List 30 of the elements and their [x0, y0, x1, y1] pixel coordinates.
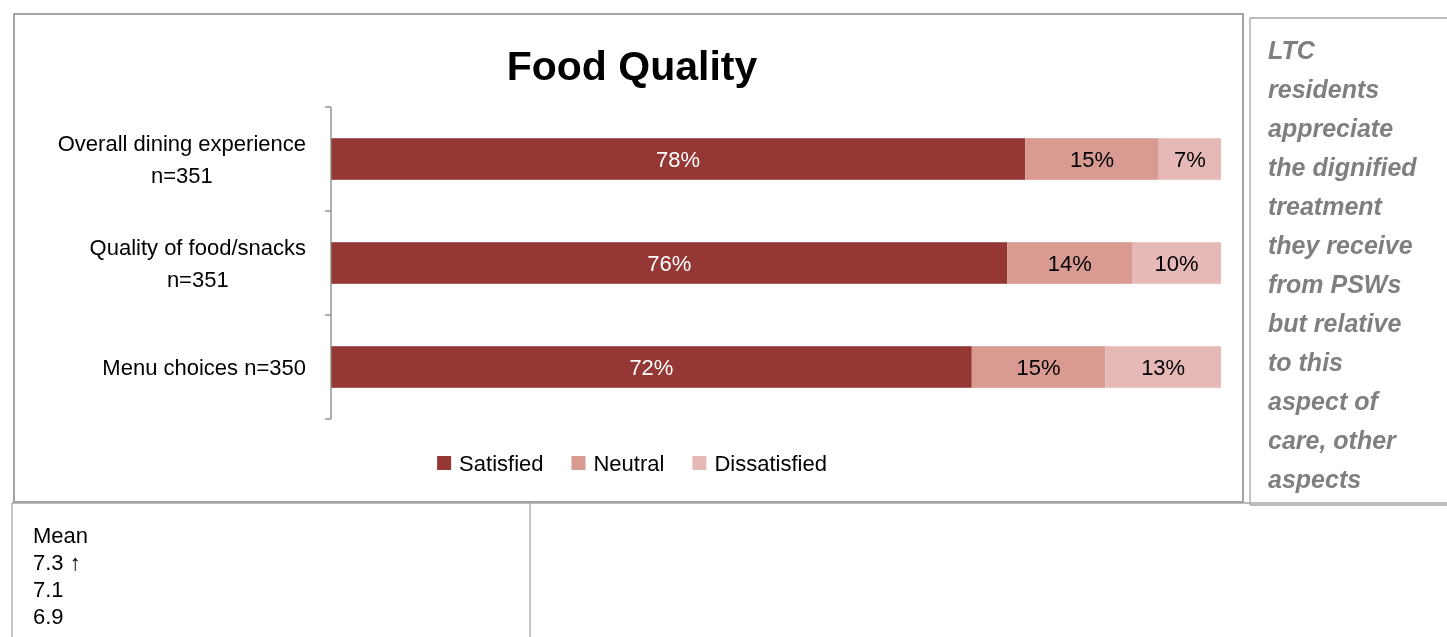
text: 7.3 ↑: [33, 550, 81, 575]
bar: [1158, 138, 1221, 180]
y-tick-label: Menu choices n=350: [102, 354, 306, 380]
bar: [971, 346, 1106, 388]
y-tick-label: Overall dining experience n=351: [57, 130, 307, 188]
data-label: 7%: [1173, 146, 1206, 172]
legend-label: Neutral: [593, 450, 665, 476]
y-tick-label: Quality of food/snacks n=351: [89, 234, 306, 292]
bar: [1105, 346, 1221, 388]
bar: [331, 346, 972, 388]
data-label: 15%: [1069, 146, 1114, 172]
bar: [1025, 138, 1159, 180]
bar: [331, 138, 1026, 180]
bar: [1007, 242, 1132, 284]
legend-label: Satisfied: [459, 450, 544, 476]
text: 6.9: [33, 604, 64, 629]
data-label: 14%: [1047, 250, 1092, 276]
text: LTC residents appreciate the dignified treatment they receive from PSWs but relative to this aspect of care, other aspects: [1268, 36, 1417, 493]
data-label: 78%: [656, 146, 701, 172]
data-label: 10%: [1154, 250, 1199, 276]
data-label: 72%: [629, 354, 674, 380]
legend-label: Dissatisfied: [714, 450, 827, 476]
data-label: 15%: [1016, 354, 1061, 380]
data-label: 13%: [1141, 354, 1186, 380]
bar: [1132, 242, 1221, 284]
text: 7.1: [33, 577, 64, 602]
chart-title: Food Quality: [506, 43, 758, 89]
text: Mean: [33, 523, 89, 548]
bar: [331, 242, 1008, 284]
data-label: 76%: [647, 250, 692, 276]
